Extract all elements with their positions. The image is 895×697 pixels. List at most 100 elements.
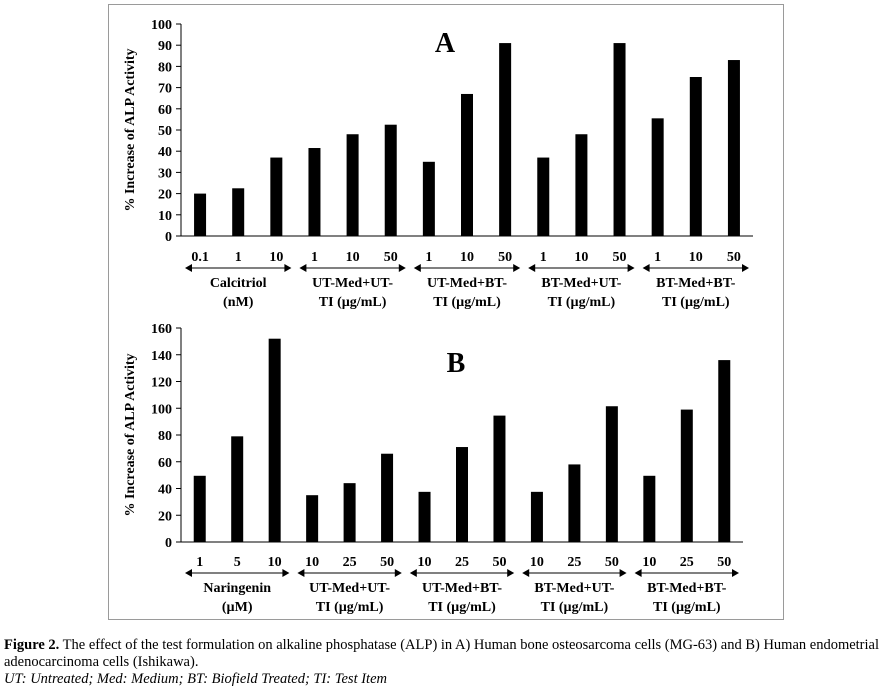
group-bracket-arrow-right bbox=[282, 569, 290, 577]
group-bracket-arrow-left bbox=[185, 569, 192, 577]
bar bbox=[461, 93, 473, 237]
y-tick-label: 120 bbox=[151, 376, 172, 391]
y-tick-label: 140 bbox=[151, 349, 172, 364]
y-tick-label: 40 bbox=[158, 145, 172, 160]
group-bracket-arrow-left bbox=[297, 569, 305, 577]
x-tick-label: 1 bbox=[196, 555, 203, 570]
caption-text: The effect of the test formulation on al… bbox=[4, 637, 880, 670]
bar bbox=[499, 43, 512, 236]
bar bbox=[346, 134, 359, 236]
y-tick-label: 40 bbox=[158, 483, 172, 498]
bar bbox=[268, 338, 281, 542]
x-tick-label: 10 bbox=[268, 555, 282, 570]
group-label-line1: BT-Med+UT- bbox=[541, 276, 621, 291]
group-bracket-arrow-right bbox=[627, 264, 635, 272]
group-bracket-arrow-right bbox=[507, 569, 515, 577]
y-tick-label: 70 bbox=[158, 82, 172, 97]
bar bbox=[689, 77, 702, 236]
y-axis-title: % Increase of ALP Activity bbox=[123, 353, 138, 516]
panel-label: A bbox=[435, 28, 456, 59]
bar bbox=[680, 409, 693, 542]
y-tick-label: 160 bbox=[151, 322, 172, 337]
y-tick-label: 0 bbox=[165, 536, 172, 551]
figure-frame bbox=[108, 4, 784, 620]
bar bbox=[194, 193, 207, 236]
y-tick-label: 80 bbox=[158, 60, 172, 75]
y-tick-label: 10 bbox=[158, 209, 172, 224]
bar bbox=[308, 148, 321, 236]
x-tick-label: 50 bbox=[492, 555, 506, 570]
group-label-line1: BT-Med+BT- bbox=[647, 581, 727, 596]
group-label-line2: TI (µg/mL) bbox=[316, 600, 384, 615]
bar bbox=[643, 475, 656, 542]
x-tick-label: 10 bbox=[305, 555, 319, 570]
group-label-line1: BT-Med+UT- bbox=[534, 581, 614, 596]
x-tick-label: 10 bbox=[530, 555, 544, 570]
x-tick-label: 10 bbox=[460, 250, 474, 265]
group-label-line1: UT-Med+BT- bbox=[427, 276, 507, 291]
panel-label: B bbox=[447, 348, 466, 379]
x-tick-label: 10 bbox=[346, 250, 360, 265]
bar bbox=[343, 483, 356, 542]
y-tick-label: 60 bbox=[158, 103, 172, 118]
bar bbox=[418, 491, 431, 542]
y-tick-label: 80 bbox=[158, 429, 172, 444]
x-tick-label: 5 bbox=[234, 555, 241, 570]
x-tick-label: 50 bbox=[384, 250, 398, 265]
bar bbox=[381, 453, 394, 542]
group-bracket-arrow-left bbox=[528, 264, 536, 272]
bar bbox=[232, 188, 245, 236]
group-label-line2: (µM) bbox=[222, 600, 253, 615]
x-tick-label: 10 bbox=[418, 555, 432, 570]
group-bracket-arrow-right bbox=[398, 264, 406, 272]
group-bracket-arrow-right bbox=[619, 569, 627, 577]
bar bbox=[605, 406, 618, 542]
bar bbox=[575, 134, 588, 236]
y-tick-label: 50 bbox=[158, 124, 172, 139]
x-tick-label: 50 bbox=[380, 555, 394, 570]
y-tick-label: 90 bbox=[158, 39, 172, 54]
x-tick-label: 50 bbox=[717, 555, 731, 570]
group-label-line1: UT-Med+UT- bbox=[309, 581, 390, 596]
group-label-line2: TI (µg/mL) bbox=[653, 600, 721, 615]
x-tick-label: 1 bbox=[540, 250, 547, 265]
group-bracket-arrow-left bbox=[634, 569, 642, 577]
group-bracket-arrow-right bbox=[284, 264, 292, 272]
group-label-line1: UT-Med+BT- bbox=[422, 581, 502, 596]
y-tick-label: 60 bbox=[158, 456, 172, 471]
group-bracket-arrow-right bbox=[732, 569, 739, 577]
group-bracket-arrow-right bbox=[742, 264, 749, 272]
y-tick-label: 100 bbox=[151, 18, 172, 33]
group-label-line1: UT-Med+UT- bbox=[312, 276, 393, 291]
bar bbox=[530, 491, 543, 542]
x-tick-label: 25 bbox=[455, 555, 469, 570]
caption-label: Figure 2. bbox=[4, 637, 60, 653]
bar bbox=[568, 464, 581, 542]
group-label-line1: Calcitriol bbox=[210, 276, 267, 291]
x-tick-label: 1 bbox=[235, 250, 242, 265]
bar bbox=[651, 118, 664, 236]
group-label-line1: BT-Med+BT- bbox=[656, 276, 736, 291]
group-bracket-arrow-left bbox=[522, 569, 530, 577]
group-bracket-arrow-left bbox=[299, 264, 307, 272]
x-tick-label: 50 bbox=[498, 250, 512, 265]
bar bbox=[270, 157, 283, 236]
x-tick-label: 10 bbox=[642, 555, 656, 570]
group-label-line1: Naringenin bbox=[203, 581, 271, 596]
x-tick-label: 1 bbox=[654, 250, 661, 265]
x-tick-label: 10 bbox=[269, 250, 283, 265]
group-bracket-arrow-left bbox=[409, 569, 417, 577]
y-tick-label: 0 bbox=[165, 230, 172, 245]
y-tick-label: 100 bbox=[151, 402, 172, 417]
bar bbox=[306, 495, 319, 542]
bar bbox=[727, 60, 740, 236]
group-label-line2: TI (µg/mL) bbox=[319, 295, 387, 310]
x-tick-label: 10 bbox=[689, 250, 703, 265]
x-tick-label: 1 bbox=[311, 250, 318, 265]
chart-panel-b: 0 20 40 60 80 100 120 140 160 % Increase of ALP A… bbox=[123, 322, 743, 615]
y-tick-label: 30 bbox=[158, 166, 172, 181]
caption-legend: UT: Untreated; Med: Medium; BT: Biofield… bbox=[4, 671, 387, 687]
x-tick-label: 25 bbox=[567, 555, 581, 570]
group-bracket-arrow-right bbox=[513, 264, 521, 272]
